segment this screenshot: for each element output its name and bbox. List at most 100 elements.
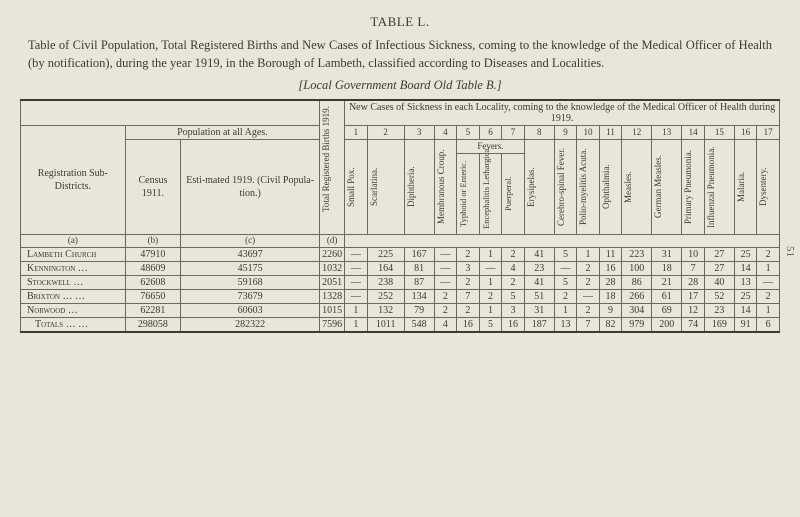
cell: 2 <box>457 248 480 262</box>
cell: 1 <box>479 276 502 290</box>
head-n8: 8 <box>524 126 554 140</box>
cell: 5 <box>554 248 577 262</box>
cell: 252 <box>367 290 404 304</box>
cell: 16 <box>599 262 622 276</box>
cell: 2 <box>457 304 480 318</box>
cell: 14 <box>734 262 757 276</box>
cell: — <box>434 262 457 276</box>
head-new-cases: New Cases of Sickness in each Locality, … <box>345 100 780 126</box>
cell: 1032 <box>320 262 345 276</box>
head-d2: Scarlatina. <box>367 140 404 235</box>
cell: 45175 <box>181 262 320 276</box>
cell: 167 <box>404 248 434 262</box>
cell: 2260 <box>320 248 345 262</box>
cell: 81 <box>404 262 434 276</box>
cell: 238 <box>367 276 404 290</box>
cell: 21 <box>652 276 682 290</box>
head-d12: Measles. <box>622 140 652 235</box>
totals-row: Totals … … 298058 282322 7596 1 1011 548… <box>21 318 780 333</box>
cell: — <box>757 276 780 290</box>
head-n2: 2 <box>367 126 404 140</box>
cell: 16 <box>502 318 525 333</box>
cell: — <box>345 248 368 262</box>
cell: 2 <box>502 248 525 262</box>
cell: 4 <box>502 262 525 276</box>
head-n16: 16 <box>734 126 757 140</box>
cell: 61 <box>652 290 682 304</box>
head-d8: Erysipelas. <box>524 140 554 235</box>
row-label: Kennington … <box>21 262 126 276</box>
cell: 73679 <box>181 290 320 304</box>
cell: 2 <box>434 290 457 304</box>
data-table: Total Registered Births 1919. New Cases … <box>20 99 780 333</box>
col-b: (b) <box>125 235 181 248</box>
cell: 5 <box>554 276 577 290</box>
table-row: Lambeth Church 47910 43697 2260 — 225 16… <box>21 248 780 262</box>
cell: 7 <box>682 262 705 276</box>
cell: 25 <box>734 248 757 262</box>
head-n10: 10 <box>577 126 600 140</box>
cell: 14 <box>734 304 757 318</box>
head-n9: 9 <box>554 126 577 140</box>
cell: 266 <box>622 290 652 304</box>
head-d1: Small Pox. <box>345 140 368 235</box>
cell: 1328 <box>320 290 345 304</box>
head-n6: 6 <box>479 126 502 140</box>
cell: 74 <box>682 318 705 333</box>
cell: 3 <box>502 304 525 318</box>
cell: 47910 <box>125 248 181 262</box>
head-n5: 5 <box>457 126 480 140</box>
cell: 164 <box>367 262 404 276</box>
cell: 31 <box>652 248 682 262</box>
cell: 27 <box>704 248 734 262</box>
col-c: (c) <box>181 235 320 248</box>
head-d9: Cerebro-spinal Fever. <box>554 140 577 235</box>
cell: 10 <box>682 248 705 262</box>
cell: 40 <box>704 276 734 290</box>
cell: 23 <box>704 304 734 318</box>
cell: 59168 <box>181 276 320 290</box>
row-label: Norwood … <box>21 304 126 318</box>
cell: 12 <box>682 304 705 318</box>
cell: 2 <box>434 304 457 318</box>
cell: 2051 <box>320 276 345 290</box>
head-n3: 3 <box>404 126 434 140</box>
cell: 200 <box>652 318 682 333</box>
cell: 3 <box>457 262 480 276</box>
cell: 13 <box>734 276 757 290</box>
cell: 7 <box>457 290 480 304</box>
head-d16: Malaria. <box>734 140 757 235</box>
cell: 1011 <box>367 318 404 333</box>
cell: 134 <box>404 290 434 304</box>
head-n15: 15 <box>704 126 734 140</box>
cell: 169 <box>704 318 734 333</box>
head-n7: 7 <box>502 126 525 140</box>
cell: 51 <box>524 290 554 304</box>
head-d13: German Measles. <box>652 140 682 235</box>
cell: 23 <box>524 262 554 276</box>
cell: 6 <box>757 318 780 333</box>
cell: 28 <box>599 276 622 290</box>
pop-head-empty <box>21 100 320 126</box>
cell: 1015 <box>320 304 345 318</box>
head-n11: 11 <box>599 126 622 140</box>
cell: 223 <box>622 248 652 262</box>
table-label: TABLE L. <box>20 14 780 30</box>
cell: 1 <box>757 262 780 276</box>
cell: — <box>554 262 577 276</box>
cell: 4 <box>434 318 457 333</box>
cell: 41 <box>524 276 554 290</box>
caption-text: Table of Civil Population, Total Registe… <box>28 36 772 72</box>
cell: 304 <box>622 304 652 318</box>
subcaption-text: [Local Government Board Old Table B.] <box>20 78 780 93</box>
table-row: Norwood … 62281 60603 1015 1 132 79 2 2 … <box>21 304 780 318</box>
table-row: Stockwell … 62608 59168 2051 — 238 87 — … <box>21 276 780 290</box>
cell: 132 <box>367 304 404 318</box>
cell: 76650 <box>125 290 181 304</box>
cell: 17 <box>682 290 705 304</box>
head-d5: Typhoid or Enteric. <box>457 153 480 234</box>
cell: 1 <box>345 318 368 333</box>
cell: 86 <box>622 276 652 290</box>
col-d: (d) <box>320 235 345 248</box>
head-total-reg-births: Total Registered Births 1919. <box>320 100 345 235</box>
